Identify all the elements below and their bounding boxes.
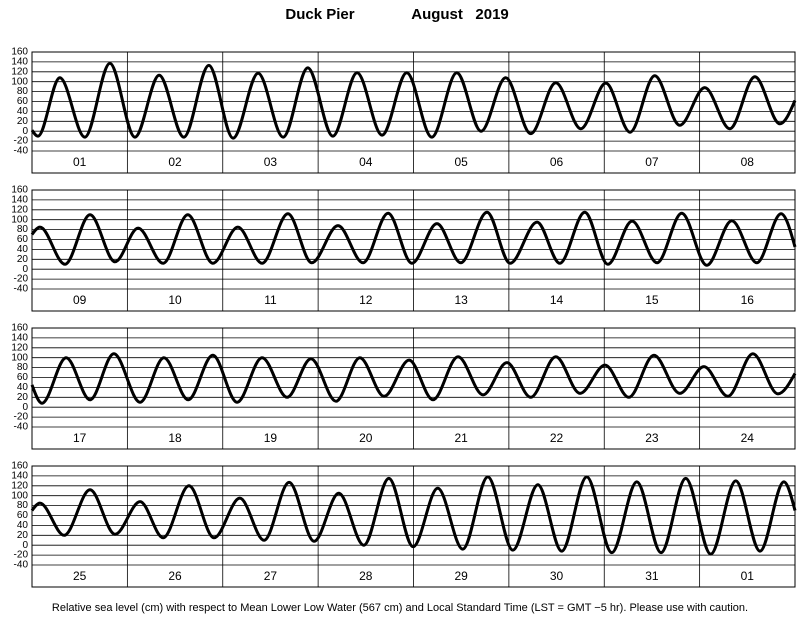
day-label: 10 [168,293,182,307]
y-tick-label: 140 [11,333,28,344]
tide-line [30,61,797,140]
tide-line [30,210,797,267]
day-label: 08 [741,155,755,169]
day-label: 09 [73,293,87,307]
y-tick-label: 100 [11,214,28,225]
day-label: 12 [359,293,373,307]
day-label: 29 [455,569,469,583]
y-tick-label: 0 [22,402,28,413]
y-tick-label: 40 [17,520,29,531]
y-tick-label: 160 [11,461,28,472]
day-label: 26 [168,569,182,583]
y-tick-label: 100 [11,352,28,363]
day-label: 27 [264,569,278,583]
day-label: 19 [264,431,278,445]
day-label: 01 [741,569,755,583]
day-label: 06 [550,155,564,169]
y-tick-label: 60 [17,234,29,245]
footnote: Relative sea level (cm) with respect to … [52,602,748,614]
y-tick-label: 40 [17,382,29,393]
day-label: 30 [550,569,564,583]
day-label: 16 [741,293,755,307]
y-tick-label: 60 [17,96,29,107]
day-label: 20 [359,431,373,445]
y-tick-label: 80 [17,224,29,235]
y-tick-label: 60 [17,372,29,383]
y-tick-label: -20 [14,274,29,285]
y-tick-label: 0 [22,540,28,551]
station-title: Duck Pier [285,6,354,23]
day-label: 22 [550,431,564,445]
day-label: 07 [645,155,659,169]
y-tick-label: 160 [11,47,28,58]
y-tick-label: 20 [17,116,29,127]
day-label: 23 [645,431,659,445]
y-tick-label: 40 [17,244,29,255]
y-tick-label: 20 [17,392,29,403]
day-label: 13 [455,293,469,307]
y-tick-label: 120 [11,480,28,491]
day-label: 05 [455,155,469,169]
day-label: 25 [73,569,87,583]
day-label: 14 [550,293,564,307]
day-label: 11 [264,293,277,307]
day-label: 24 [741,431,755,445]
y-tick-label: 140 [11,471,28,482]
day-label: 18 [168,431,182,445]
y-tick-label: 0 [22,126,28,137]
y-tick-label: 100 [11,76,28,87]
y-tick-label: -40 [14,422,29,433]
period-title: August 2019 [411,6,509,23]
y-tick-label: 0 [22,264,28,275]
day-label: 15 [645,293,659,307]
y-tick-label: 160 [11,185,28,196]
y-tick-label: 60 [17,510,29,521]
y-tick-label: 160 [11,323,28,334]
day-label: 17 [73,431,87,445]
y-tick-label: 120 [11,66,28,77]
tide-line [30,352,797,405]
y-tick-label: 20 [17,530,29,541]
y-tick-label: -20 [14,550,29,561]
y-tick-label: -40 [14,560,29,571]
y-tick-label: 140 [11,57,28,68]
day-label: 31 [645,569,659,583]
day-label: 04 [359,155,373,169]
y-tick-label: 120 [11,342,28,353]
y-tick-label: 20 [17,254,29,265]
y-tick-label: 100 [11,490,28,501]
tide-line [30,475,797,556]
y-tick-label: 140 [11,195,28,206]
day-label: 03 [264,155,278,169]
y-tick-label: -40 [14,284,29,295]
y-tick-label: 120 [11,204,28,215]
y-tick-label: -40 [14,146,29,157]
y-tick-label: 80 [17,362,29,373]
y-tick-label: -20 [14,136,29,147]
y-tick-label: 80 [17,86,29,97]
day-label: 21 [455,431,469,445]
day-label: 01 [73,155,87,169]
day-label: 02 [168,155,182,169]
y-tick-label: 80 [17,500,29,511]
y-tick-label: -20 [14,412,29,423]
y-tick-label: 40 [17,106,29,117]
day-label: 28 [359,569,373,583]
